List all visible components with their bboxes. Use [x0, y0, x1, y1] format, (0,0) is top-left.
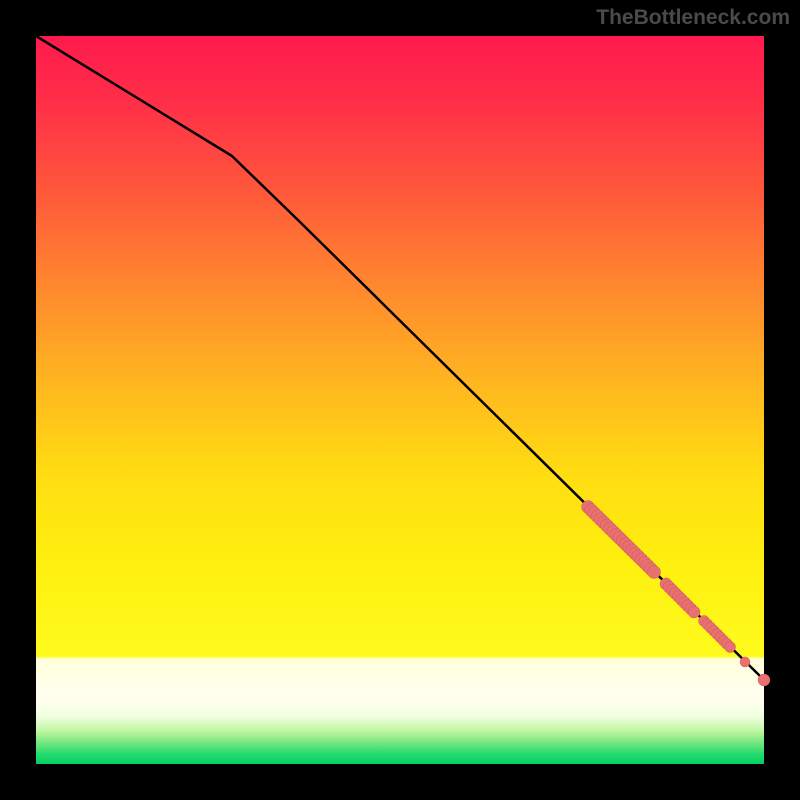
- plot-gradient: [36, 36, 764, 764]
- watermark-text: TheBottleneck.com: [596, 6, 790, 30]
- chart-container: TheBottleneck.com: [0, 0, 800, 800]
- data-marker: [740, 657, 750, 667]
- data-marker: [758, 674, 770, 686]
- data-marker: [648, 566, 661, 579]
- chart-svg: [0, 0, 800, 800]
- data-marker: [725, 642, 736, 653]
- data-marker: [688, 606, 700, 618]
